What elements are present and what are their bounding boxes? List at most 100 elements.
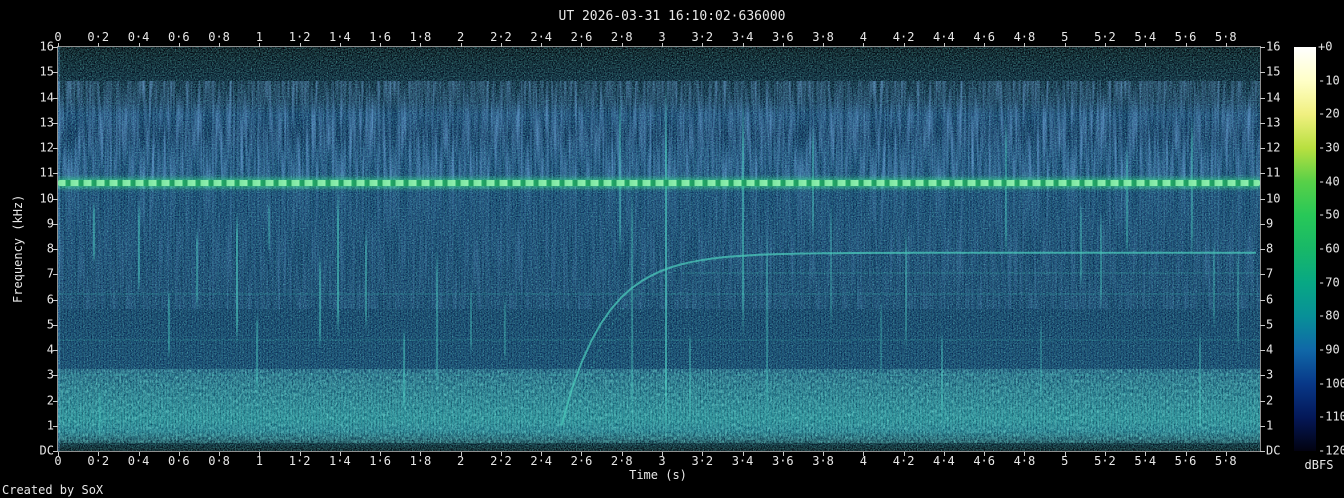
impulse-streak xyxy=(765,228,768,421)
x-tick-mark xyxy=(98,43,100,47)
impulse-streak xyxy=(268,201,271,252)
impulse-streak xyxy=(1236,249,1239,350)
y-tick-mark xyxy=(53,299,58,301)
x-tick-label: 0 xyxy=(54,454,62,468)
y-tick-label: 4 xyxy=(46,342,54,357)
x-tick-mark xyxy=(219,43,221,47)
x-tick-mark xyxy=(460,43,462,47)
y-tick-label: 8 xyxy=(1266,241,1274,256)
x-tick-mark xyxy=(1064,43,1066,47)
colorbar-tick-label: -120 xyxy=(1318,443,1344,458)
y-tick-mark xyxy=(1260,223,1265,225)
x-tick-mark xyxy=(1185,452,1187,456)
y-tick-label: 5 xyxy=(46,317,54,332)
x-tick-mark xyxy=(420,43,422,47)
x-tick-label: 5 xyxy=(1061,454,1069,468)
x-tick-label: 4·6 xyxy=(973,30,995,44)
x-tick-label: 1 xyxy=(255,30,263,44)
y-tick-label: 16 xyxy=(39,39,54,54)
x-tick-mark xyxy=(903,43,905,47)
tone-line-10khz xyxy=(58,179,1260,186)
impulse-streak xyxy=(195,228,198,310)
x-tick-mark xyxy=(339,43,341,47)
x-tick-mark xyxy=(178,43,180,47)
y-tick-mark xyxy=(53,375,58,377)
y-tick-mark xyxy=(53,173,58,175)
x-tick-label: 0·6 xyxy=(167,454,190,468)
impulse-streak xyxy=(1039,319,1042,401)
y-tick-mark xyxy=(53,249,58,250)
x-tick-label: 5·4 xyxy=(1134,454,1157,468)
x-tick-mark xyxy=(1104,43,1106,47)
x-tick-mark xyxy=(259,452,261,456)
x-tick-label: 2·4 xyxy=(530,454,553,468)
x-tick-mark xyxy=(984,43,986,47)
impulse-streak xyxy=(630,180,633,431)
impulse-streak xyxy=(365,228,368,333)
x-tick-mark xyxy=(299,452,301,456)
y-tick-label: 13 xyxy=(39,115,54,130)
x-tick-mark xyxy=(1185,43,1187,47)
x-tick-mark xyxy=(339,452,341,456)
y-tick-label: 7 xyxy=(46,266,54,281)
impulse-streak xyxy=(93,201,96,265)
y-tick-label: 10 xyxy=(1266,191,1281,205)
x-tick-mark xyxy=(541,452,543,456)
colorbar-tick-label: -20 xyxy=(1318,106,1340,121)
y-axis-title: Frequency (kHz) xyxy=(11,194,25,304)
y-tick-label: 3 xyxy=(1266,367,1274,382)
y-tick-mark xyxy=(1260,400,1265,402)
y-tick-mark xyxy=(1260,299,1265,301)
x-tick-label: 1 xyxy=(255,454,263,468)
x-tick-label: 1·2 xyxy=(288,30,311,44)
impulse-streak xyxy=(741,100,744,340)
x-tick-mark xyxy=(138,43,140,47)
x-tick-label: 5·6 xyxy=(1174,30,1197,44)
colorbar-unit-label: dBFS xyxy=(1304,458,1334,472)
impulse-streak xyxy=(904,228,907,350)
impulse-streak xyxy=(99,385,102,441)
x-tick-label: 3·4 xyxy=(731,454,754,468)
x-tick-mark xyxy=(58,452,59,456)
x-tick-mark xyxy=(621,43,623,47)
x-tick-label: 2·4 xyxy=(530,30,553,44)
colorbar-tick-label: -10 xyxy=(1318,73,1340,88)
harmonic-line xyxy=(58,293,1260,296)
impulse-streak xyxy=(435,249,438,393)
y-tick-label: 4 xyxy=(1266,342,1274,357)
x-tick-label: 2·8 xyxy=(610,30,633,44)
x-tick-label: 3·4 xyxy=(731,30,754,44)
x-tick-mark xyxy=(823,43,825,47)
x-tick-label: 3·6 xyxy=(771,30,794,44)
impulse-streak xyxy=(1190,115,1193,260)
x-tick-label: 1·4 xyxy=(329,30,351,44)
x-tick-mark xyxy=(823,452,825,456)
y-tick-label: 15 xyxy=(1266,64,1281,79)
x-tick-mark xyxy=(621,452,623,456)
colorbar-tick-label: -110 xyxy=(1318,409,1344,424)
x-tick-mark xyxy=(1024,43,1026,47)
x-tick-label: 4·2 xyxy=(892,30,915,44)
y-tick-mark xyxy=(1260,148,1265,149)
impulse-streak xyxy=(940,329,943,421)
y-tick-label: 14 xyxy=(1266,90,1281,104)
y-tick-label: 5 xyxy=(1266,317,1274,332)
impulse-streak xyxy=(167,289,170,361)
x-tick-label: 1·6 xyxy=(369,454,391,468)
harmonic-line xyxy=(682,271,1260,274)
colorbar xyxy=(1294,47,1316,451)
y-tick-label: 16 xyxy=(1266,39,1281,54)
y-tick-mark xyxy=(53,223,58,225)
y-tick-mark xyxy=(1260,324,1265,326)
x-tick-mark xyxy=(1024,452,1026,456)
impulse-streak xyxy=(256,312,259,396)
colorbar-tick-label: -60 xyxy=(1318,241,1340,256)
impulse-streak xyxy=(1079,201,1082,290)
impulse-streak xyxy=(880,299,883,381)
y-tick-label: 2 xyxy=(1266,393,1274,407)
x-tick-label: 0·8 xyxy=(208,30,230,44)
y-tick-label: 7 xyxy=(1266,266,1274,281)
impulse-streak xyxy=(830,201,833,330)
y-tick-mark xyxy=(53,350,58,351)
